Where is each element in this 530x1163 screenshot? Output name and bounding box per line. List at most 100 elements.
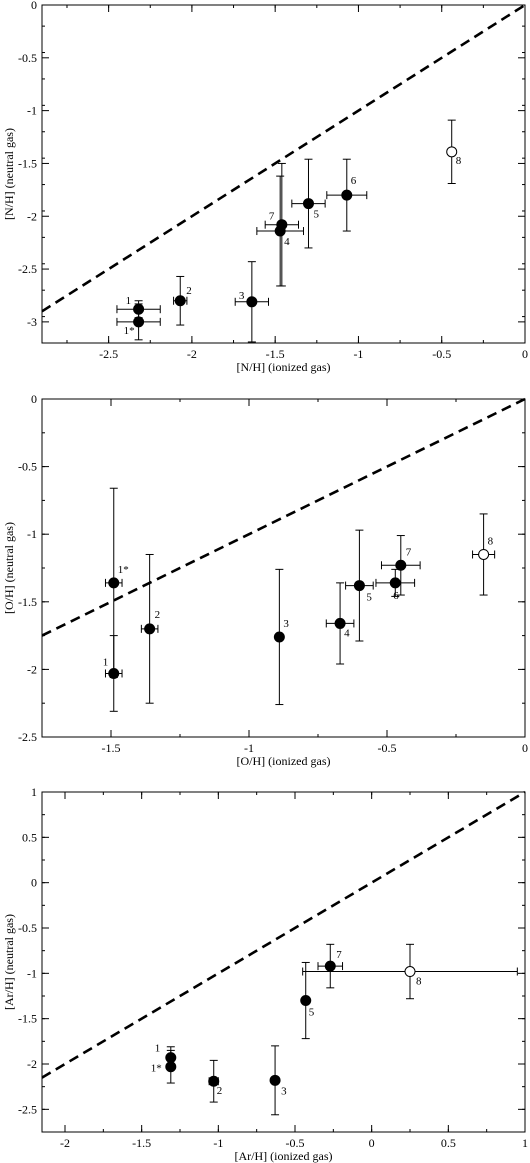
- data-point-1: 1: [103, 635, 123, 712]
- data-point-4: 4: [256, 175, 304, 287]
- x-tick-label: 1: [522, 1136, 528, 1150]
- one-to-one-line: [41, 397, 526, 637]
- data-point-3: 3: [273, 568, 289, 706]
- plot-frame: [41, 4, 526, 344]
- point-label: 6: [351, 175, 357, 187]
- x-tick-label: -1.5: [266, 347, 285, 361]
- x-tick-label: -2: [187, 347, 197, 361]
- data-point-5: 5: [291, 158, 326, 249]
- filled-marker: [273, 631, 285, 643]
- point-label: 1: [103, 656, 109, 668]
- y-tick-label: -1.5: [18, 156, 37, 170]
- y-axis-label: [Ar/H] (neutral gas): [2, 914, 16, 1010]
- point-label: 5: [366, 592, 372, 604]
- data-point-2: 2: [173, 275, 192, 326]
- x-tick-label: 0: [369, 1136, 375, 1150]
- y-tick-label: -0.5: [18, 921, 37, 935]
- point-label: 8: [416, 976, 422, 988]
- x-tick-label: -0.5: [286, 1136, 305, 1150]
- y-tick-label: 0: [31, 392, 37, 406]
- point-label: 1*: [151, 1063, 162, 1075]
- filled-marker: [324, 960, 336, 972]
- filled-marker: [208, 1075, 220, 1087]
- point-label: 2: [155, 609, 161, 621]
- filled-marker: [174, 295, 186, 307]
- plot-frame: [41, 791, 526, 1133]
- point-label: 1*: [118, 564, 129, 576]
- filled-marker: [133, 316, 145, 328]
- y-tick-label: 1: [31, 785, 37, 799]
- point-label: 4: [284, 236, 290, 248]
- y-tick-label: 0.5: [22, 830, 37, 844]
- x-tick-label: -1.5: [102, 741, 121, 755]
- filled-marker: [269, 1074, 281, 1086]
- x-axis-label: [N/H] (ionized gas): [237, 360, 331, 374]
- y-tick-label: -1.5: [18, 595, 37, 609]
- point-label: 4: [344, 627, 350, 639]
- point-label: 1: [126, 295, 132, 307]
- y-tick-label: -2.5: [18, 730, 37, 744]
- point-label: 3: [239, 290, 245, 302]
- data-point-8: 8: [302, 943, 518, 1000]
- data-point-2: 2: [140, 553, 161, 704]
- plot-frame: [41, 398, 526, 738]
- data-point-7: 7: [264, 162, 299, 287]
- data-point-1*: 1*: [116, 303, 161, 341]
- x-tick-label: -1.5: [132, 1136, 151, 1150]
- y-tick-label: -2.5: [18, 262, 37, 276]
- x-tick-label: -2.5: [99, 347, 118, 361]
- data-point-3: 3: [234, 261, 270, 343]
- chart-panel-3: -2 -1.5 -1 -0.5 0 0.5 1 1 0.5 0 -0.5 -1 -1.5 -2 -2.5 [A…: [2, 785, 528, 1163]
- data-point-2: 2: [208, 1059, 223, 1103]
- open-marker: [404, 966, 416, 978]
- y-tick-label: -0.5: [18, 460, 37, 474]
- x-axis-label: [Ar/H] (ionized gas): [235, 1149, 333, 1163]
- open-marker: [478, 548, 490, 560]
- y-tick-label: -1.5: [18, 1012, 37, 1026]
- x-tick-label: 0: [522, 347, 528, 361]
- y-tick-label: 0: [31, 876, 37, 890]
- filled-marker: [165, 1061, 177, 1073]
- one-to-one-line: [41, 790, 526, 1079]
- data-point-7: 7: [380, 535, 421, 596]
- point-label: 5: [313, 209, 319, 221]
- filled-marker: [108, 667, 120, 679]
- data-point-1*: 1*: [151, 1049, 177, 1084]
- one-to-one-line: [41, 3, 526, 313]
- data-point-8: 8: [472, 513, 496, 596]
- filled-marker: [341, 189, 353, 201]
- point-label: 8: [488, 535, 494, 547]
- point-label: 8: [456, 155, 462, 167]
- y-tick-label: -0.5: [18, 51, 37, 65]
- data-point-3: 3: [269, 1045, 287, 1116]
- x-tick-label: -0.5: [378, 741, 397, 755]
- y-tick-label: -1: [27, 104, 37, 118]
- y-tick-label: -2: [27, 662, 37, 676]
- x-tick-label: -1: [213, 1136, 223, 1150]
- filled-marker: [302, 198, 314, 210]
- data-point-7: 7: [317, 943, 344, 989]
- chart-panel-2: -1.5 -1 -0.5 0 0 -0.5 -1 -1.5 -2 -2.5 [O/H] (ioniz…: [2, 392, 528, 768]
- x-tick-label: -1: [244, 741, 254, 755]
- data-point-6: 6: [326, 158, 368, 232]
- x-tick-label: -0.5: [432, 347, 451, 361]
- open-marker: [446, 146, 458, 158]
- filled-marker: [389, 577, 401, 589]
- x-tick-label: 0: [522, 741, 528, 755]
- data-point-8: 8: [446, 119, 462, 185]
- y-tick-label: -3: [27, 315, 37, 329]
- data-point-1*: 1*: [104, 487, 129, 679]
- x-tick-label: 0.5: [441, 1136, 456, 1150]
- point-label: 3: [281, 1085, 287, 1097]
- y-axis-label: [O/H] (neutral gas): [2, 522, 16, 614]
- point-label: 5: [309, 1007, 315, 1019]
- point-label: 3: [283, 618, 289, 630]
- y-tick-label: -1: [27, 966, 37, 980]
- point-label: 2: [217, 1085, 223, 1097]
- filled-marker: [300, 995, 312, 1007]
- y-tick-label: -2.5: [18, 1102, 37, 1116]
- point-label: 7: [406, 546, 412, 558]
- filled-marker: [276, 219, 288, 231]
- point-label: 7: [269, 211, 275, 223]
